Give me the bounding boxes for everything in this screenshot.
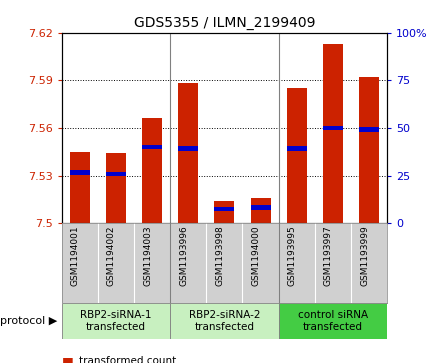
Bar — [214, 207, 235, 211]
Bar — [62, 303, 170, 339]
Bar — [178, 83, 198, 223]
Bar — [106, 172, 126, 176]
Text: GSM1194003: GSM1194003 — [143, 226, 152, 286]
Text: protocol ▶: protocol ▶ — [0, 316, 57, 326]
Bar — [214, 201, 235, 223]
Bar — [359, 127, 379, 132]
Text: GSM1194001: GSM1194001 — [71, 226, 80, 286]
Bar — [178, 146, 198, 151]
Bar — [170, 303, 279, 339]
Text: GSM1193996: GSM1193996 — [179, 226, 188, 286]
Text: GSM1194000: GSM1194000 — [252, 226, 260, 286]
Text: GSM1193999: GSM1193999 — [360, 226, 369, 286]
Text: ■: ■ — [62, 355, 73, 363]
Bar — [323, 126, 343, 130]
Bar — [251, 205, 271, 210]
Bar — [142, 144, 162, 150]
Bar — [359, 77, 379, 223]
Bar — [323, 44, 343, 223]
Title: GDS5355 / ILMN_2199409: GDS5355 / ILMN_2199409 — [134, 16, 315, 30]
Bar — [106, 154, 126, 223]
Text: GSM1193997: GSM1193997 — [324, 226, 333, 286]
Text: RBP2-siRNA-1
transfected: RBP2-siRNA-1 transfected — [80, 310, 152, 333]
Bar — [70, 152, 90, 223]
Bar — [287, 146, 307, 151]
Bar — [70, 170, 90, 175]
Bar — [142, 118, 162, 223]
Bar — [279, 303, 387, 339]
Text: RBP2-siRNA-2
transfected: RBP2-siRNA-2 transfected — [189, 310, 260, 333]
Text: control siRNA
transfected: control siRNA transfected — [298, 310, 368, 333]
Text: transformed count: transformed count — [79, 356, 176, 363]
Text: GSM1193998: GSM1193998 — [216, 226, 224, 286]
Bar — [287, 88, 307, 223]
Bar — [251, 198, 271, 223]
Text: GSM1193995: GSM1193995 — [288, 226, 297, 286]
Text: GSM1194002: GSM1194002 — [107, 226, 116, 286]
